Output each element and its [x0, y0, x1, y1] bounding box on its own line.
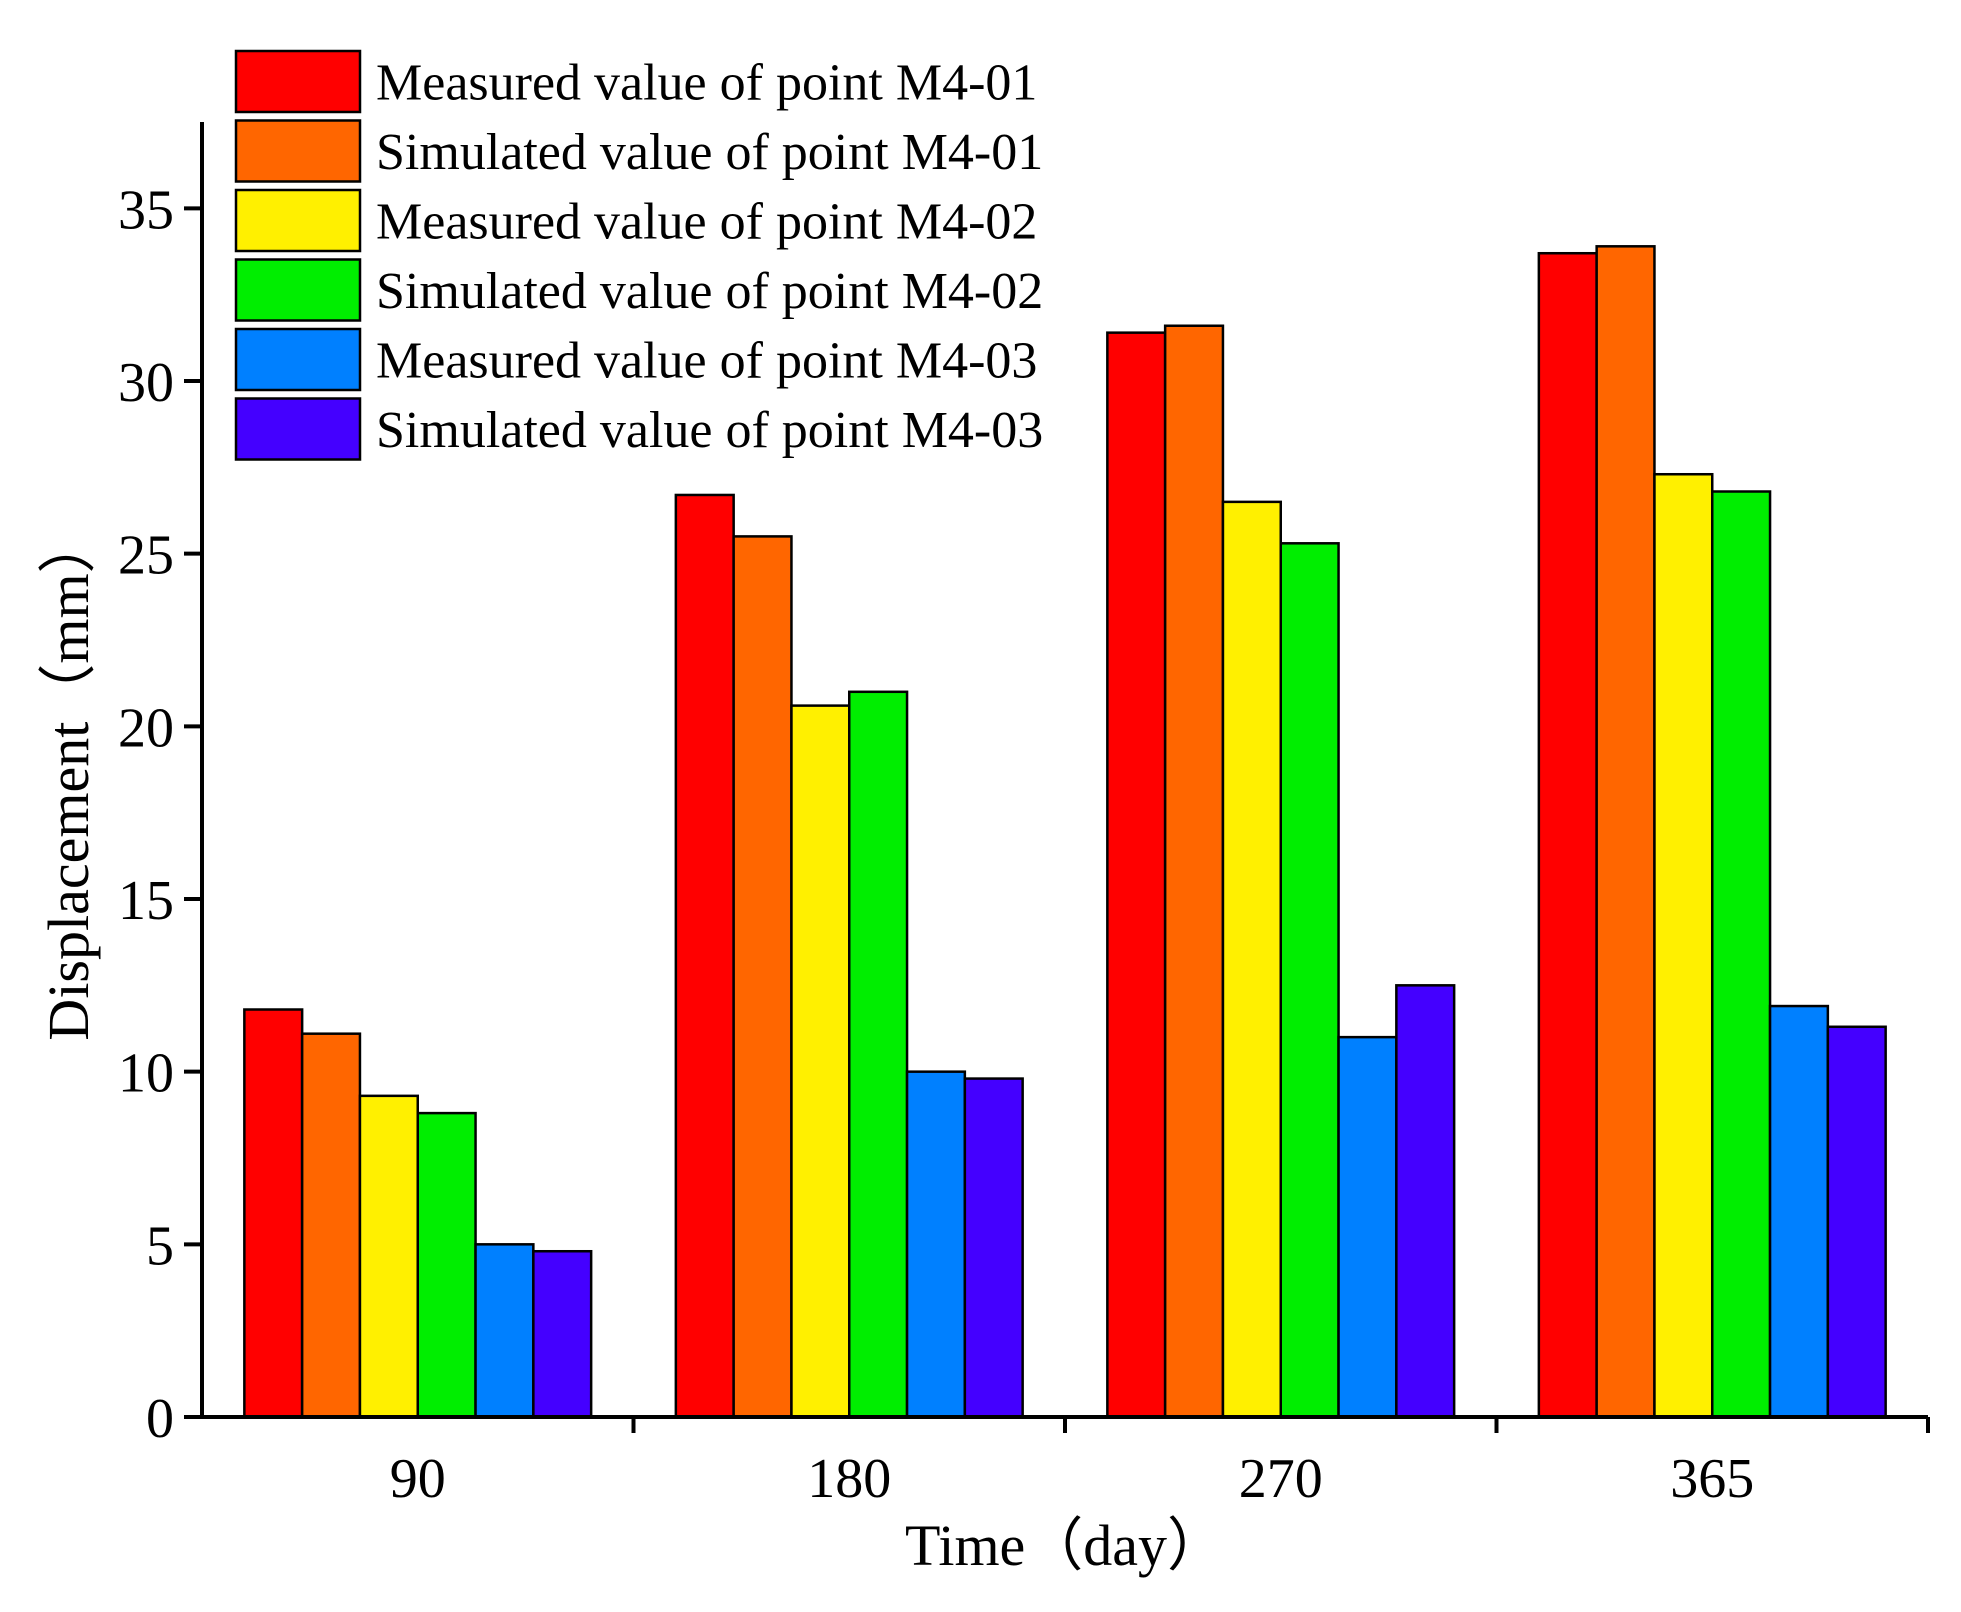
legend: Measured value of point M4-01 Simulated v… — [234, 49, 1043, 461]
bar-180-series-2 — [732, 535, 793, 1419]
bar-180-series-3 — [790, 704, 851, 1419]
bar-90-series-5 — [474, 1243, 535, 1419]
y-tick-label: 10 — [118, 1043, 174, 1105]
legend-label: Measured value of point M4-03 — [376, 333, 1037, 390]
x-tick-label: 365 — [1670, 1448, 1754, 1510]
bars-group — [243, 245, 1887, 1419]
bar-365-series-1 — [1537, 251, 1598, 1419]
bar-90-series-2 — [300, 1032, 362, 1419]
legend-swatch — [234, 119, 362, 183]
bar-365-series-6 — [1826, 1025, 1887, 1419]
bar-90-series-3 — [358, 1094, 420, 1419]
bar-180-series-4 — [848, 690, 909, 1419]
bar-180-series-6 — [963, 1077, 1024, 1419]
y-tick-label: 15 — [118, 870, 174, 932]
y-axis-title: Displacement（mm） — [36, 515, 101, 1040]
y-tick-label: 35 — [118, 179, 174, 241]
x-axis-title: Time（day） — [905, 1513, 1225, 1578]
y-ticks-group: 0 5 10 15 20 25 30 35 — [118, 179, 202, 1450]
bar-90-series-6 — [532, 1249, 593, 1419]
legend-label: Simulated value of point M4-01 — [376, 124, 1043, 181]
y-tick-label: 20 — [118, 697, 174, 759]
legend-swatch — [234, 397, 362, 461]
y-tick-label: 0 — [146, 1388, 174, 1450]
bar-180-series-1 — [674, 493, 735, 1419]
x-tick-label: 180 — [807, 1448, 891, 1510]
x-tick-label: 270 — [1239, 1448, 1323, 1510]
bar-270-series-5 — [1337, 1035, 1398, 1419]
bar-365-series-5 — [1768, 1004, 1830, 1419]
bar-270-series-6 — [1395, 984, 1456, 1419]
x-tick-label: 90 — [390, 1448, 446, 1510]
y-tick-label: 30 — [118, 352, 174, 414]
legend-label: Measured value of point M4-02 — [376, 194, 1037, 251]
bar-270-series-1 — [1106, 331, 1167, 1419]
bar-270-series-4 — [1279, 542, 1340, 1419]
bar-180-series-5 — [905, 1070, 967, 1419]
legend-swatch — [234, 49, 362, 114]
bar-365-series-3 — [1653, 472, 1714, 1419]
legend-swatch — [234, 188, 362, 253]
legend-label: Simulated value of point M4-02 — [376, 263, 1043, 320]
y-tick-label: 25 — [118, 525, 174, 587]
x-ticks-group: 90 180 270 365 — [390, 1417, 1930, 1510]
legend-label: Simulated value of point M4-03 — [376, 402, 1043, 459]
bar-90-series-1 — [243, 1008, 304, 1419]
bar-365-series-4 — [1711, 490, 1772, 1419]
bar-90-series-4 — [416, 1111, 477, 1419]
legend-label: Measured value of point M4-01 — [376, 55, 1037, 112]
bar-270-series-3 — [1221, 500, 1282, 1419]
bar-270-series-2 — [1163, 324, 1225, 1419]
legend-swatch — [234, 258, 362, 322]
y-tick-label: 5 — [146, 1215, 174, 1277]
bar-365-series-2 — [1595, 245, 1656, 1419]
legend-swatch — [234, 327, 362, 392]
